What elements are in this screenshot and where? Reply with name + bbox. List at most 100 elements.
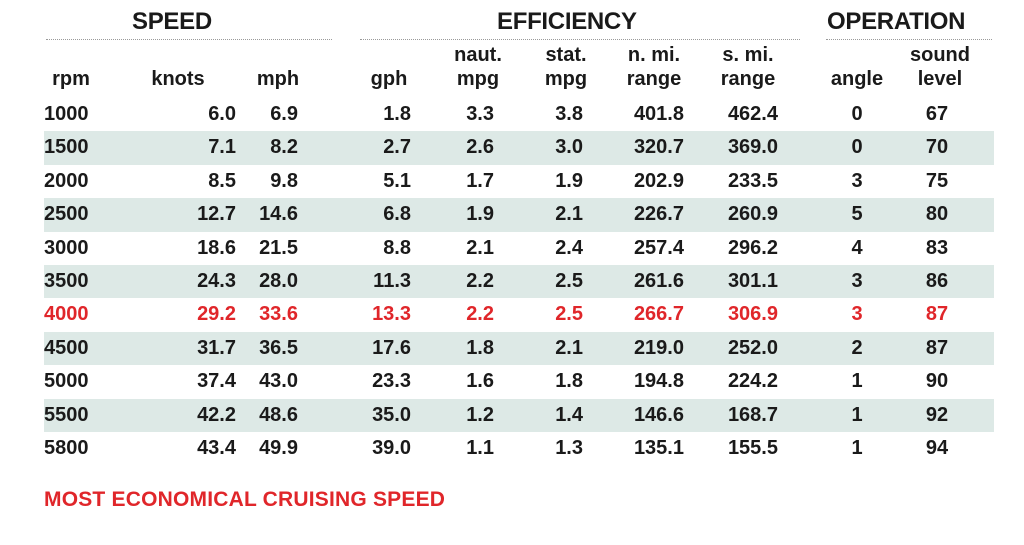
cell-n-mi-range: 146.6 — [633, 403, 684, 426]
cell-sound-level: 87 — [925, 303, 949, 326]
cell-angle: 3 — [851, 303, 863, 326]
cell-stat-mpg: 1.8 — [555, 370, 583, 393]
cell-angle: 1 — [851, 403, 863, 426]
cell-gph: 5.1 — [383, 169, 411, 192]
cell-naut-mpg: 2.6 — [466, 136, 494, 159]
cell-s-mi-range: 301.1 — [727, 269, 778, 292]
cell-gph: 8.8 — [383, 236, 411, 259]
col-header-stat-mpg: stat. mpg — [544, 44, 588, 90]
cell-mph: 28.0 — [259, 269, 298, 292]
cell-s-mi-range: 155.5 — [727, 436, 778, 459]
cell-sound-level: 94 — [925, 436, 949, 459]
cell-naut-mpg: 1.9 — [466, 203, 494, 226]
cell-knots: 12.7 — [197, 203, 236, 226]
group-rule-speed — [46, 39, 332, 40]
data-table-body: 1000 6.0 6.9 1.8 3.3 3.8 401.8 462.4 0 67 1500 7.1 8… — [44, 98, 994, 465]
cell-rpm: 5000 — [44, 370, 89, 393]
cell-knots: 37.4 — [197, 370, 236, 393]
cell-n-mi-range: 257.4 — [633, 236, 684, 259]
col-header-mph: mph — [256, 68, 300, 90]
cell-sound-level: 67 — [925, 103, 949, 125]
cell-gph: 17.6 — [372, 336, 411, 359]
cell-knots: 31.7 — [197, 336, 236, 359]
cell-knots: 42.2 — [197, 403, 236, 426]
table-row: 1000 6.0 6.9 1.8 3.3 3.8 401.8 462.4 0 67 — [44, 98, 994, 131]
col-header-angle: angle — [830, 68, 884, 90]
cell-stat-mpg: 2.1 — [555, 336, 583, 359]
cell-n-mi-range: 320.7 — [633, 136, 684, 159]
cell-rpm: 3000 — [44, 236, 89, 259]
cell-mph: 21.5 — [259, 236, 298, 259]
cell-rpm: 4500 — [44, 336, 89, 359]
cell-angle: 1 — [851, 370, 863, 393]
cell-stat-mpg: 3.8 — [555, 103, 583, 125]
cell-n-mi-range: 266.7 — [633, 303, 684, 326]
cell-s-mi-range: 462.4 — [727, 103, 778, 125]
cell-gph: 23.3 — [372, 370, 411, 393]
cell-mph: 14.6 — [259, 203, 298, 226]
table-row-highlighted: 4000 29.2 33.6 13.3 2.2 2.5 266.7 306.9 3 87 — [44, 298, 994, 331]
cell-knots: 18.6 — [197, 236, 236, 259]
cell-stat-mpg: 2.5 — [555, 269, 583, 292]
cell-naut-mpg: 1.8 — [466, 336, 494, 359]
cell-angle: 3 — [851, 169, 863, 192]
cell-s-mi-range: 168.7 — [727, 403, 778, 426]
cell-angle: 0 — [851, 103, 863, 125]
cell-s-mi-range: 296.2 — [727, 236, 778, 259]
cell-knots: 24.3 — [197, 269, 236, 292]
cell-n-mi-range: 261.6 — [633, 269, 684, 292]
cell-mph: 48.6 — [259, 403, 298, 426]
cell-s-mi-range: 260.9 — [727, 203, 778, 226]
cell-stat-mpg: 2.5 — [555, 303, 583, 326]
group-title-operation: OPERATION — [827, 8, 966, 35]
cell-n-mi-range: 202.9 — [633, 169, 684, 192]
cell-s-mi-range: 369.0 — [727, 136, 778, 159]
cell-angle: 3 — [851, 269, 863, 292]
cell-rpm: 1500 — [44, 136, 89, 159]
table-row: 1500 7.1 8.2 2.7 2.6 3.0 320.7 369.0 0 70 — [44, 131, 994, 165]
col-header-sound-level: sound level — [910, 44, 970, 90]
cell-stat-mpg: 3.0 — [555, 136, 583, 159]
cell-rpm: 5500 — [44, 403, 89, 426]
cell-gph: 2.7 — [383, 136, 411, 159]
cell-stat-mpg: 1.4 — [555, 403, 583, 426]
cell-stat-mpg: 2.4 — [555, 236, 583, 259]
cell-mph: 6.9 — [270, 103, 298, 125]
cell-mph: 43.0 — [259, 370, 298, 393]
cell-gph: 6.8 — [383, 203, 411, 226]
cell-stat-mpg: 1.9 — [555, 169, 583, 192]
cell-sound-level: 87 — [925, 336, 949, 359]
cell-angle: 0 — [851, 136, 863, 159]
cell-sound-level: 80 — [925, 203, 949, 226]
cell-naut-mpg: 1.1 — [466, 436, 494, 459]
cell-mph: 33.6 — [259, 303, 298, 326]
group-title-efficiency: EFFICIENCY — [497, 8, 637, 35]
cell-angle: 5 — [851, 203, 863, 226]
cell-naut-mpg: 1.2 — [466, 403, 494, 426]
cell-knots: 6.0 — [208, 103, 236, 125]
table-row: 3000 18.6 21.5 8.8 2.1 2.4 257.4 296.2 4 83 — [44, 232, 994, 265]
cell-knots: 8.5 — [208, 169, 236, 192]
cell-rpm: 5800 — [44, 436, 89, 459]
table-row: 3500 24.3 28.0 11.3 2.2 2.5 261.6 301.1 3 86 — [44, 264, 994, 299]
cell-naut-mpg: 1.7 — [466, 169, 494, 192]
cell-naut-mpg: 3.3 — [466, 103, 494, 125]
cell-n-mi-range: 219.0 — [633, 336, 684, 359]
cell-n-mi-range: 135.1 — [633, 436, 684, 459]
cell-rpm: 2500 — [44, 203, 89, 226]
cell-sound-level: 92 — [925, 403, 949, 426]
table-row: 5500 42.2 48.6 35.0 1.2 1.4 146.6 168.7 1 92 — [44, 398, 994, 432]
cell-knots: 43.4 — [197, 436, 236, 459]
cell-sound-level: 70 — [925, 136, 949, 159]
table-row: 2000 8.5 9.8 5.1 1.7 1.9 202.9 233.5 3 75 — [44, 165, 994, 198]
table-row: 4500 31.7 36.5 17.6 1.8 2.1 219.0 252.0 2 87 — [44, 331, 994, 366]
col-header-s-mi-range: s. mi. range — [720, 44, 776, 90]
cell-stat-mpg: 2.1 — [555, 203, 583, 226]
cell-rpm: 2000 — [44, 169, 89, 192]
cell-s-mi-range: 233.5 — [727, 169, 778, 192]
cell-stat-mpg: 1.3 — [555, 436, 583, 459]
col-header-gph: gph — [370, 68, 408, 90]
col-header-n-mi-range: n. mi. range — [626, 44, 682, 90]
cell-knots: 7.1 — [208, 136, 236, 159]
cell-gph: 39.0 — [372, 436, 411, 459]
